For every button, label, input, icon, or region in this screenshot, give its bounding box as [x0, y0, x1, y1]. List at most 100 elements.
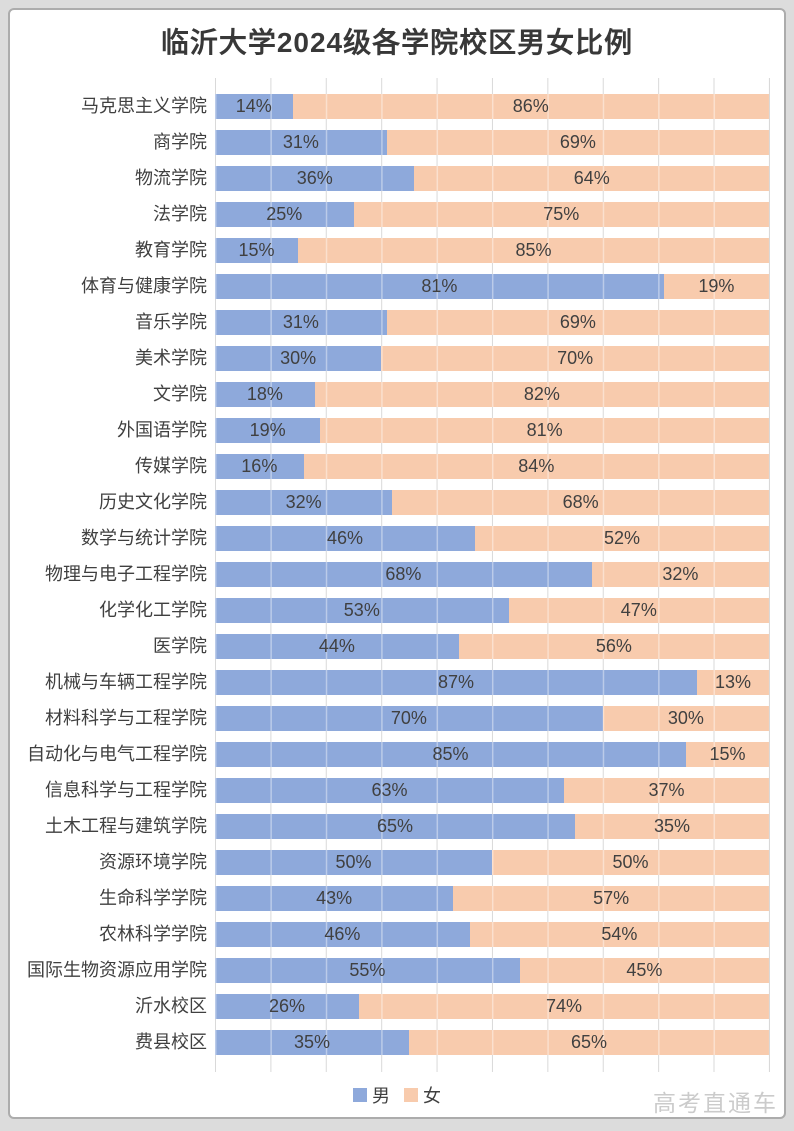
- data-label: 44%: [318, 635, 355, 656]
- bar-segment-female: 74%: [359, 993, 769, 1019]
- bar-row: 85% 15%: [215, 736, 769, 772]
- data-label: 52%: [604, 527, 641, 548]
- bar-segment-male: 44%: [215, 633, 459, 659]
- bar-segment-female: 15%: [685, 741, 769, 767]
- stacked-bar: 31% 69%: [215, 309, 769, 335]
- bar-row: 46% 52%: [215, 520, 769, 556]
- category-label: 外国语学院: [117, 420, 207, 440]
- data-label: 85%: [515, 239, 552, 260]
- data-label: 30%: [280, 347, 317, 368]
- category-label: 商学院: [153, 132, 207, 152]
- legend-female-label: 女: [423, 1086, 441, 1106]
- bar-segment-male: 46%: [215, 921, 470, 947]
- data-label: 50%: [612, 851, 649, 872]
- bar-row: 50% 50%: [215, 844, 769, 880]
- data-label: 70%: [390, 707, 427, 728]
- bar-segment-female: 86%: [292, 93, 769, 119]
- bar-segment-male: 16%: [215, 453, 304, 479]
- chart-title: 临沂大学2024级各学院校区男女比例: [160, 27, 634, 58]
- category-label: 资源环境学院: [99, 852, 207, 872]
- stacked-bar: 63% 37%: [215, 777, 769, 803]
- bar-row: 31% 69%: [215, 304, 769, 340]
- bar-row: 46% 54%: [215, 916, 769, 952]
- bar-segment-male: 46%: [215, 525, 476, 551]
- legend-male-marker-icon: [353, 1088, 367, 1102]
- data-label: 46%: [324, 923, 361, 944]
- bar-row: 44% 56%: [215, 628, 769, 664]
- stacked-bar: 30% 70%: [215, 345, 769, 371]
- data-label: 74%: [546, 995, 583, 1016]
- data-label: 68%: [562, 491, 599, 512]
- bar-segment-female: 65%: [408, 1029, 769, 1055]
- stacked-bar: 19% 81%: [215, 417, 769, 443]
- data-label: 31%: [282, 311, 319, 332]
- data-label: 65%: [570, 1031, 607, 1052]
- stacked-bar: 43% 57%: [215, 885, 769, 911]
- stacked-bar: 18% 82%: [215, 381, 769, 407]
- stacked-bar: 16% 84%: [215, 453, 769, 479]
- category-axis: 马克思主义学院 商学院 物流学院 法学院 教育学院 体育与健康学院 音乐学院 美术学院 文学院外…: [10, 78, 215, 1072]
- bar-segment-female: 64%: [414, 165, 769, 191]
- bar-segment-female: 32%: [591, 561, 769, 587]
- stacked-bar: 53% 47%: [215, 597, 769, 623]
- category-label: 历史文化学院: [99, 492, 207, 512]
- bar-row: 31% 69%: [215, 124, 769, 160]
- legend-item-male: 男: [353, 1082, 390, 1108]
- legend-female-marker-icon: [404, 1088, 418, 1102]
- bar-row: 87% 13%: [215, 664, 769, 700]
- category-label: 机械与车辆工程学院: [45, 672, 207, 692]
- bar-row: 26% 74%: [215, 988, 769, 1024]
- data-label: 63%: [371, 779, 408, 800]
- data-label: 46%: [327, 527, 364, 548]
- bar-segment-female: 56%: [458, 633, 769, 659]
- data-label: 18%: [246, 383, 283, 404]
- chart-card: 临沂大学2024级各学院校区男女比例 马克思主义学院 商学院 物流学院 法学院 教育学院…: [8, 8, 786, 1119]
- bar-segment-male: 18%: [215, 381, 315, 407]
- bar-row: 70% 30%: [215, 700, 769, 736]
- legend-item-female: 女: [404, 1082, 441, 1108]
- data-label: 30%: [667, 707, 704, 728]
- bar-segment-female: 57%: [453, 885, 769, 911]
- bar-segment-male: 68%: [215, 561, 592, 587]
- bar-segment-female: 52%: [475, 525, 769, 551]
- bar-segment-female: 75%: [353, 201, 769, 227]
- category-label: 化学化工学院: [99, 600, 207, 620]
- bar-segment-male: 70%: [215, 705, 603, 731]
- data-label: 50%: [335, 851, 372, 872]
- data-label: 19%: [249, 419, 286, 440]
- data-label: 47%: [620, 599, 657, 620]
- bar-segment-female: 70%: [381, 345, 769, 371]
- data-label: 43%: [316, 887, 353, 908]
- category-label: 信息科学与工程学院: [45, 780, 207, 800]
- data-label: 69%: [559, 311, 596, 332]
- data-label: 31%: [282, 131, 319, 152]
- bar-segment-female: 47%: [508, 597, 769, 623]
- category-label: 法学院: [153, 204, 207, 224]
- bar-segment-male: 81%: [215, 273, 664, 299]
- data-label: 82%: [523, 383, 560, 404]
- stacked-bar: 68% 32%: [215, 561, 769, 587]
- chart-footer: 男 女 高考直通车: [10, 1082, 784, 1116]
- data-label: 84%: [518, 455, 555, 476]
- category-label: 美术学院: [135, 348, 207, 368]
- bar-row: 65% 35%: [215, 808, 769, 844]
- stacked-bar: 85% 15%: [215, 741, 769, 767]
- bar-segment-male: 25%: [215, 201, 354, 227]
- bar-segment-female: 54%: [469, 921, 769, 947]
- bar-segment-female: 35%: [575, 813, 769, 839]
- data-label: 15%: [709, 743, 746, 764]
- data-label: 69%: [559, 131, 596, 152]
- bar-row: 14% 86%: [215, 88, 769, 124]
- data-label: 85%: [432, 743, 469, 764]
- data-label: 56%: [595, 635, 632, 656]
- bar-segment-female: 82%: [314, 381, 769, 407]
- bar-row: 55% 45%: [215, 952, 769, 988]
- bar-row: 53% 47%: [215, 592, 769, 628]
- category-label: 自动化与电气工程学院: [27, 744, 207, 764]
- stacked-bar: 50% 50%: [215, 849, 769, 875]
- stacked-bar: 87% 13%: [215, 669, 769, 695]
- bar-segment-male: 85%: [215, 741, 686, 767]
- data-label: 32%: [662, 563, 699, 584]
- stacked-bar: 81% 19%: [215, 273, 769, 299]
- category-label: 体育与健康学院: [81, 276, 207, 296]
